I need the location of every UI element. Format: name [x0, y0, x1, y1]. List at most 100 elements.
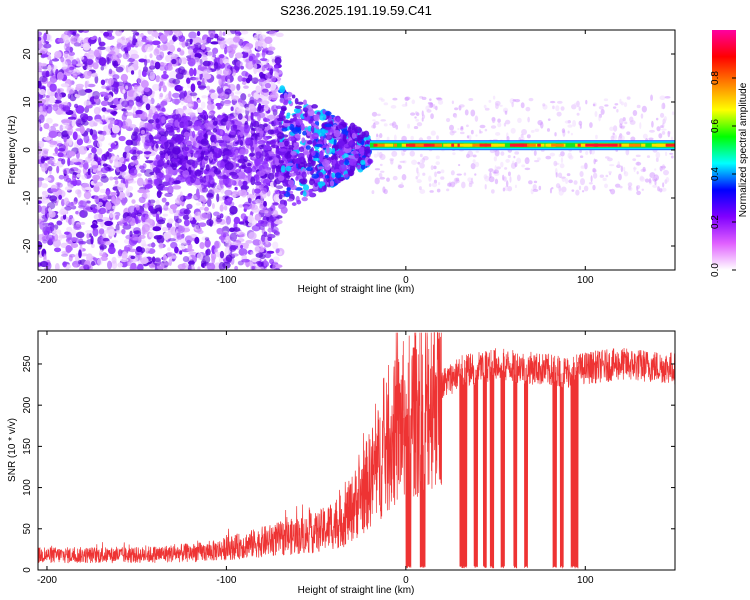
spectrogram-cell	[460, 125, 464, 130]
spectrogram-cell	[106, 56, 110, 65]
spectrogram-cell	[437, 99, 444, 105]
spectrogram-cell	[313, 114, 320, 122]
spectrogram-cell	[379, 176, 386, 180]
spectrogram-cell	[167, 129, 175, 136]
spectrogram-cell	[274, 56, 282, 65]
spectrogram-cell	[268, 46, 276, 51]
spectrogram-cell	[271, 164, 276, 170]
spectrogram-cell	[456, 173, 462, 176]
spectrogram-cell	[592, 103, 596, 107]
spectrogram-cell	[212, 120, 218, 126]
spectrogram-cell	[467, 177, 473, 182]
spectrogram-peak	[479, 143, 487, 147]
spectrogram-cell	[507, 154, 511, 159]
spectrogram-cell	[250, 265, 257, 270]
figure-title: S236.2025.191.19.59.C41	[280, 3, 432, 18]
spectrogram-cell	[527, 116, 530, 123]
spectrogram-cell	[256, 170, 266, 177]
spectrogram-cell	[43, 163, 48, 167]
spectrogram-peak	[443, 143, 450, 147]
spectrogram-cell	[511, 160, 515, 166]
spectrogram-cell	[163, 262, 171, 266]
spectrogram-cell	[92, 90, 100, 100]
spectrogram-cell	[171, 149, 177, 153]
spectrogram-cell	[172, 126, 180, 131]
spectrogram-cell	[367, 159, 372, 164]
spectrogram-cell	[209, 151, 214, 161]
spectrogram-cell	[107, 246, 116, 255]
spectrogram-cell	[579, 155, 584, 158]
spectrogram-peak	[401, 143, 409, 147]
spectrogram-cell	[231, 95, 240, 101]
spectrogram-cell	[636, 104, 641, 109]
spectrogram-cell	[135, 204, 140, 211]
spectrogram-cell	[258, 209, 268, 213]
spectrogram-cell	[156, 172, 165, 181]
spectrogram-cell	[252, 239, 261, 246]
spectrogram-cell	[223, 150, 233, 156]
spectrogram-cell	[166, 222, 173, 229]
spectrogram-cell	[177, 225, 185, 234]
spectrogram-cell	[86, 253, 93, 262]
spectrogram-cell	[532, 184, 537, 190]
spectrogram-cell	[514, 151, 520, 155]
spectrogram-cell	[182, 149, 188, 157]
spectrogram-cell	[389, 158, 394, 162]
spectrogram-cell	[179, 250, 183, 255]
spectrogram-cell	[435, 105, 438, 111]
spectrogram-cell	[109, 104, 117, 109]
spectrogram-cell	[78, 259, 82, 265]
spectrogram-cell	[283, 120, 291, 124]
spectrogram-cell	[280, 206, 288, 214]
spectrogram-cell	[98, 207, 107, 215]
spectrogram-cell	[250, 251, 255, 255]
spectrogram-cell	[392, 175, 398, 181]
spectrogram-cell	[626, 96, 631, 100]
spectrogram-cell	[200, 212, 208, 221]
spectrogram-cell	[504, 167, 508, 170]
spectrogram-cell	[96, 147, 103, 155]
spectrogram-cell	[225, 120, 232, 128]
spectrogram-cell	[301, 137, 306, 144]
spectrogram-cell	[147, 177, 153, 183]
spectrogram-cell	[206, 219, 214, 226]
spectrogram-cell	[247, 93, 251, 98]
spectrogram-cell	[278, 190, 287, 195]
spectrogram-cell	[200, 151, 204, 161]
spectrogram-cell	[243, 148, 249, 155]
snr-ytick-label: 150	[22, 438, 33, 455]
spectrogram-cell	[236, 124, 242, 131]
spectrogram-cell	[200, 101, 206, 109]
spectrogram-cell	[241, 162, 246, 169]
spectrogram-cell	[278, 160, 285, 164]
spectrogram-cell	[63, 51, 69, 59]
spectrogram-cell	[108, 229, 116, 237]
spectrogram-cell	[181, 40, 187, 48]
spectrogram-cell	[52, 103, 59, 112]
spectrogram-cell	[171, 258, 175, 262]
spectrogram-cell	[240, 250, 245, 256]
spectrogram-cell	[65, 46, 74, 53]
spectrogram-cell	[263, 135, 270, 141]
spectrogram-cell	[545, 155, 552, 160]
spectrogram-cell	[273, 219, 283, 225]
spectrogram-cell	[220, 100, 225, 107]
spectrogram-cell	[202, 198, 207, 204]
spectrogram-cell	[273, 264, 283, 269]
spectrogram-cell	[127, 248, 137, 253]
spectrogram-cell	[336, 117, 341, 123]
spectrogram-cell	[48, 210, 56, 218]
spectrogram-cell	[211, 134, 217, 141]
spectrogram-cell	[161, 73, 169, 80]
spectrogram-cell	[555, 172, 558, 178]
spectrogram-cell	[546, 128, 550, 132]
spectrogram-cell	[130, 53, 140, 60]
spectrogram-cell	[568, 155, 574, 160]
spectrogram-cell	[111, 124, 120, 134]
spectrogram-cell	[590, 175, 593, 183]
spectrogram-cell	[465, 124, 469, 128]
spectrogram-cell	[109, 210, 114, 219]
spectrogram-cell	[181, 69, 187, 76]
spectrogram-cell	[153, 178, 158, 185]
